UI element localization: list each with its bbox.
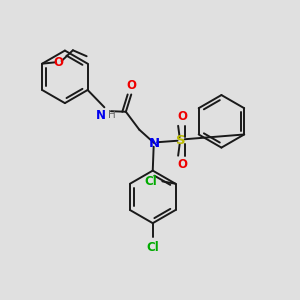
Text: O: O — [177, 110, 187, 123]
Text: O: O — [177, 158, 187, 171]
Text: N: N — [96, 110, 106, 122]
Text: Cl: Cl — [144, 175, 157, 188]
Text: Cl: Cl — [146, 241, 159, 254]
Text: S: S — [176, 134, 186, 147]
Text: O: O — [127, 79, 137, 92]
Text: H: H — [108, 110, 116, 120]
Text: N: N — [149, 136, 160, 150]
Text: O: O — [54, 56, 64, 69]
